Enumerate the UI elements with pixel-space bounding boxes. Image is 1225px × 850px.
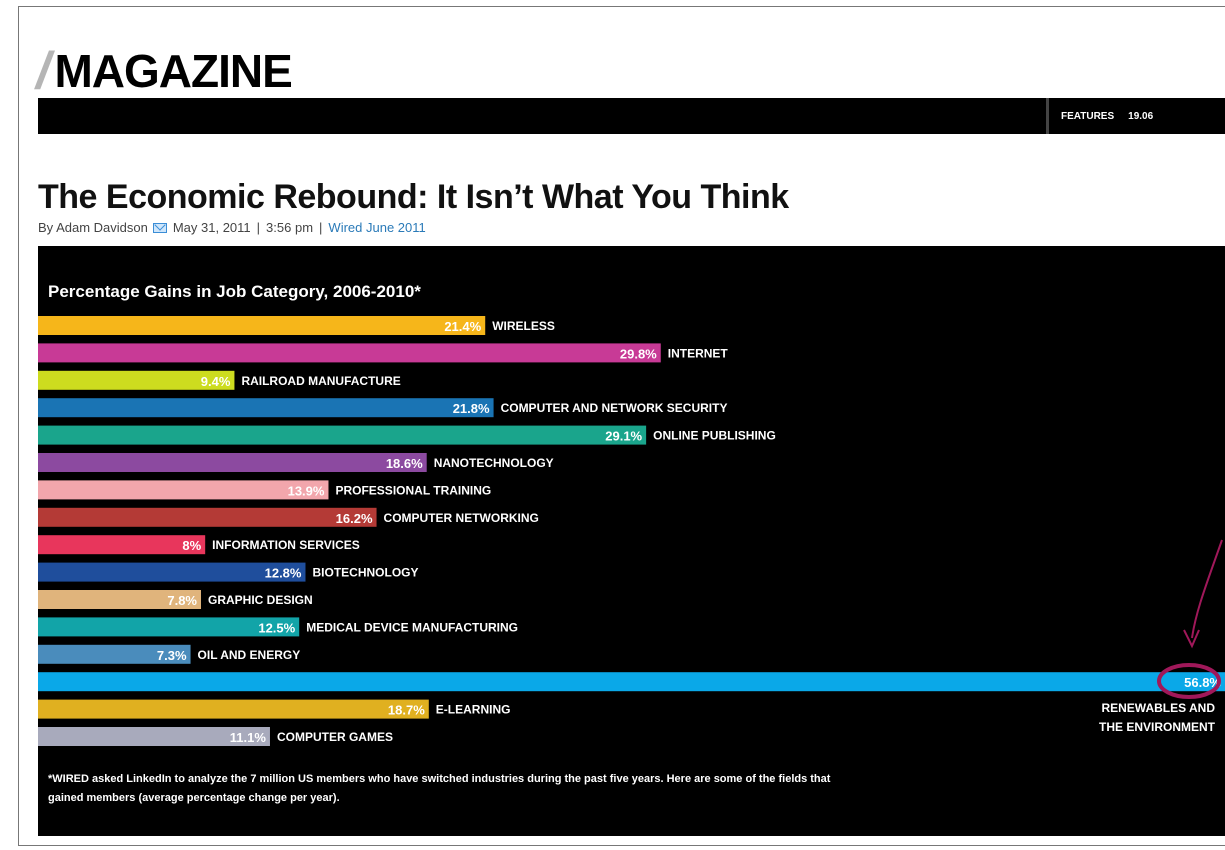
separator: | xyxy=(256,220,261,235)
bar xyxy=(38,316,486,335)
bar-value-label: 29.8% xyxy=(620,346,657,361)
bar-row: 7.8% GRAPHIC DESIGN xyxy=(38,590,313,609)
bar-row: 18.6% NANOTECHNOLOGY xyxy=(38,453,554,472)
byline: By Adam Davidson May 31, 2011 | 3:56 pm … xyxy=(38,220,426,235)
bar-row: 11.1% COMPUTER GAMES xyxy=(38,727,393,746)
bar-value-label: 12.5% xyxy=(258,620,295,635)
category-label: BIOTECHNOLOGY xyxy=(312,566,418,580)
bar-value-label: 21.4% xyxy=(444,319,481,334)
category-label: COMPUTER NETWORKING xyxy=(384,511,539,525)
bar-value-label: 7.8% xyxy=(167,593,197,608)
bar-value-label: 18.6% xyxy=(386,456,423,471)
masthead-logo: MAGAZINE xyxy=(54,45,292,97)
masthead-slash: / xyxy=(36,42,51,100)
bar-row: 29.8% INTERNET xyxy=(38,343,729,363)
bar-value-label: 16.2% xyxy=(336,511,373,526)
bar-value-label: 9.4% xyxy=(201,374,231,389)
category-label: INTERNET xyxy=(668,346,729,360)
chart-footnote: *WIRED asked LinkedIn to analyze the 7 m… xyxy=(48,773,831,804)
category-label: THE ENVIRONMENT xyxy=(1099,720,1216,734)
bar-value-label: 21.8% xyxy=(453,401,490,416)
category-label: RENEWABLES AND xyxy=(1101,701,1215,715)
bar-value-label: 29.1% xyxy=(605,429,642,444)
chart-title: Percentage Gains in Job Category, 2006-2… xyxy=(48,282,421,301)
bar-row: 16.2% COMPUTER NETWORKING xyxy=(38,507,539,527)
category-label: RAILROAD MANUFACTURE xyxy=(241,374,400,388)
bar-row: 9.4% RAILROAD MANUFACTURE xyxy=(38,370,401,390)
category-label: ONLINE PUBLISHING xyxy=(653,429,776,443)
article-title: The Economic Rebound: It Isn’t What You … xyxy=(38,178,789,216)
bar xyxy=(38,535,206,555)
bar-row: 18.7% E-LEARNING xyxy=(38,699,511,719)
bar xyxy=(38,370,235,390)
category-label: INFORMATION SERVICES xyxy=(212,538,360,552)
section-tab[interactable]: FEATURES 19.06 xyxy=(1046,98,1167,134)
bar xyxy=(38,425,647,445)
issue-number: 19.06 xyxy=(1128,110,1154,122)
separator: | xyxy=(319,220,323,235)
nav-bar xyxy=(38,98,1225,134)
bar xyxy=(38,699,429,719)
bar xyxy=(38,343,661,363)
bar-chart: 21.4% WIRELESS 29.8% INTERNET 9.4% RAILROAD M… xyxy=(38,316,1225,746)
bar xyxy=(38,453,427,472)
category-label: COMPUTER GAMES xyxy=(277,730,393,744)
bar xyxy=(38,727,270,746)
category-label: GRAPHIC DESIGN xyxy=(208,593,313,607)
bar xyxy=(38,562,306,582)
bar-value-label: 7.3% xyxy=(157,648,187,663)
category-label: OIL AND ENERGY xyxy=(198,648,301,662)
bar xyxy=(38,644,191,664)
bar-row: 21.4% WIRELESS xyxy=(38,316,555,335)
category-label: MEDICAL DEVICE MANUFACTURING xyxy=(306,620,518,634)
category-label: COMPUTER AND NETWORK SECURITY xyxy=(501,401,728,415)
bar-value-label: 8% xyxy=(182,538,201,553)
bar xyxy=(38,617,300,637)
issue-link[interactable]: Wired June 2011 xyxy=(328,220,426,235)
author[interactable]: By Adam Davidson xyxy=(38,220,148,235)
bar xyxy=(38,507,377,527)
bar xyxy=(38,672,1225,692)
category-label: E-LEARNING xyxy=(436,703,511,717)
bar-row: 7.3% OIL AND ENERGY xyxy=(38,644,301,664)
masthead[interactable]: / MAGAZINE xyxy=(36,42,293,100)
page-frame xyxy=(18,6,1225,846)
section-label: FEATURES xyxy=(1061,110,1115,122)
bar-value-label: 18.7% xyxy=(388,703,425,718)
bar-value-label: 56.8% xyxy=(1184,675,1221,690)
bar-row: 12.8% BIOTECHNOLOGY xyxy=(38,562,419,582)
category-label: PROFESSIONAL TRAINING xyxy=(335,483,491,497)
email-icon[interactable] xyxy=(152,222,167,233)
publish-date: May 31, 2011 xyxy=(172,220,251,235)
chart-panel: Percentage Gains in Job Category, 2006-2… xyxy=(38,246,1225,836)
category-label: NANOTECHNOLOGY xyxy=(434,456,554,470)
bar-row: 21.8% COMPUTER AND NETWORK SECURITY xyxy=(38,398,728,418)
bar-value-label: 11.1% xyxy=(230,730,267,745)
bar-row: 29.1% ONLINE PUBLISHING xyxy=(38,425,776,445)
publish-time: 3:56 pm xyxy=(266,220,314,235)
bar-row: 8% INFORMATION SERVICES xyxy=(38,535,360,555)
bar xyxy=(38,480,329,500)
bar-row: 12.5% MEDICAL DEVICE MANUFACTURING xyxy=(38,617,518,637)
bar-value-label: 12.8% xyxy=(265,566,302,581)
bar xyxy=(38,590,202,609)
bar-row: 13.9% PROFESSIONAL TRAINING xyxy=(38,480,491,500)
bar xyxy=(38,398,494,418)
category-label: WIRELESS xyxy=(492,319,555,333)
bar-value-label: 13.9% xyxy=(288,483,325,498)
